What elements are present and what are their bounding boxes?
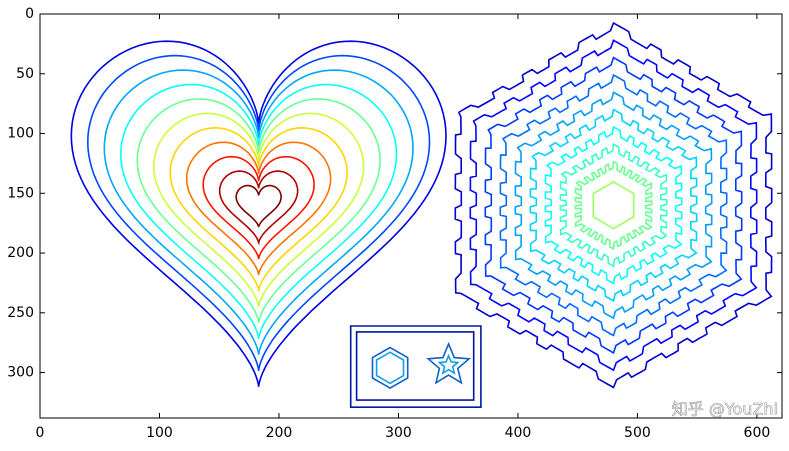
contour-line: [70, 40, 447, 387]
y-tick-label: 50: [16, 66, 34, 82]
plot-frame: [39, 13, 783, 419]
contour-line: [103, 69, 414, 355]
y-tick-label: 200: [7, 245, 34, 261]
contour-line: [371, 346, 409, 390]
y-tick-label: 0: [25, 6, 34, 22]
y-tick-label: 150: [7, 185, 34, 201]
contour-line: [454, 21, 773, 389]
x-tick-label: 400: [505, 425, 532, 441]
contour-line: [499, 73, 728, 337]
contour-line: [529, 108, 698, 303]
y-tick-label: 250: [7, 305, 34, 321]
contour-line: [375, 351, 405, 385]
contour-line: [185, 141, 332, 276]
contour-line: [202, 155, 315, 260]
x-tick-label: 600: [744, 425, 771, 441]
contour-line: [218, 170, 299, 245]
contour-line: [349, 325, 482, 408]
contour-line: [152, 112, 365, 308]
contour-line: [559, 143, 668, 268]
contour-line: [136, 98, 381, 324]
y-tick-label: 100: [7, 126, 34, 142]
contour-line: [484, 56, 743, 355]
watermark: 知乎 @YouZhi: [672, 400, 778, 419]
contour-line: [355, 331, 475, 401]
x-tick-label: 100: [146, 425, 173, 441]
contour-line: [119, 83, 398, 339]
contour-line: [235, 184, 282, 228]
x-tick-label: 300: [385, 425, 412, 441]
contour-line: [426, 341, 472, 385]
contour-line: [169, 126, 348, 292]
contour-line: [592, 180, 635, 230]
contour-line: [544, 125, 683, 285]
contour-line: [86, 54, 431, 371]
x-tick-label: 200: [266, 425, 293, 441]
contour-line: [574, 160, 653, 251]
contour-line: [469, 39, 758, 372]
y-tick-label: 300: [7, 365, 34, 381]
x-tick-label: 500: [624, 425, 651, 441]
contour-line: [437, 353, 460, 375]
x-tick-label: 0: [36, 425, 45, 441]
contour-line: [514, 91, 713, 320]
